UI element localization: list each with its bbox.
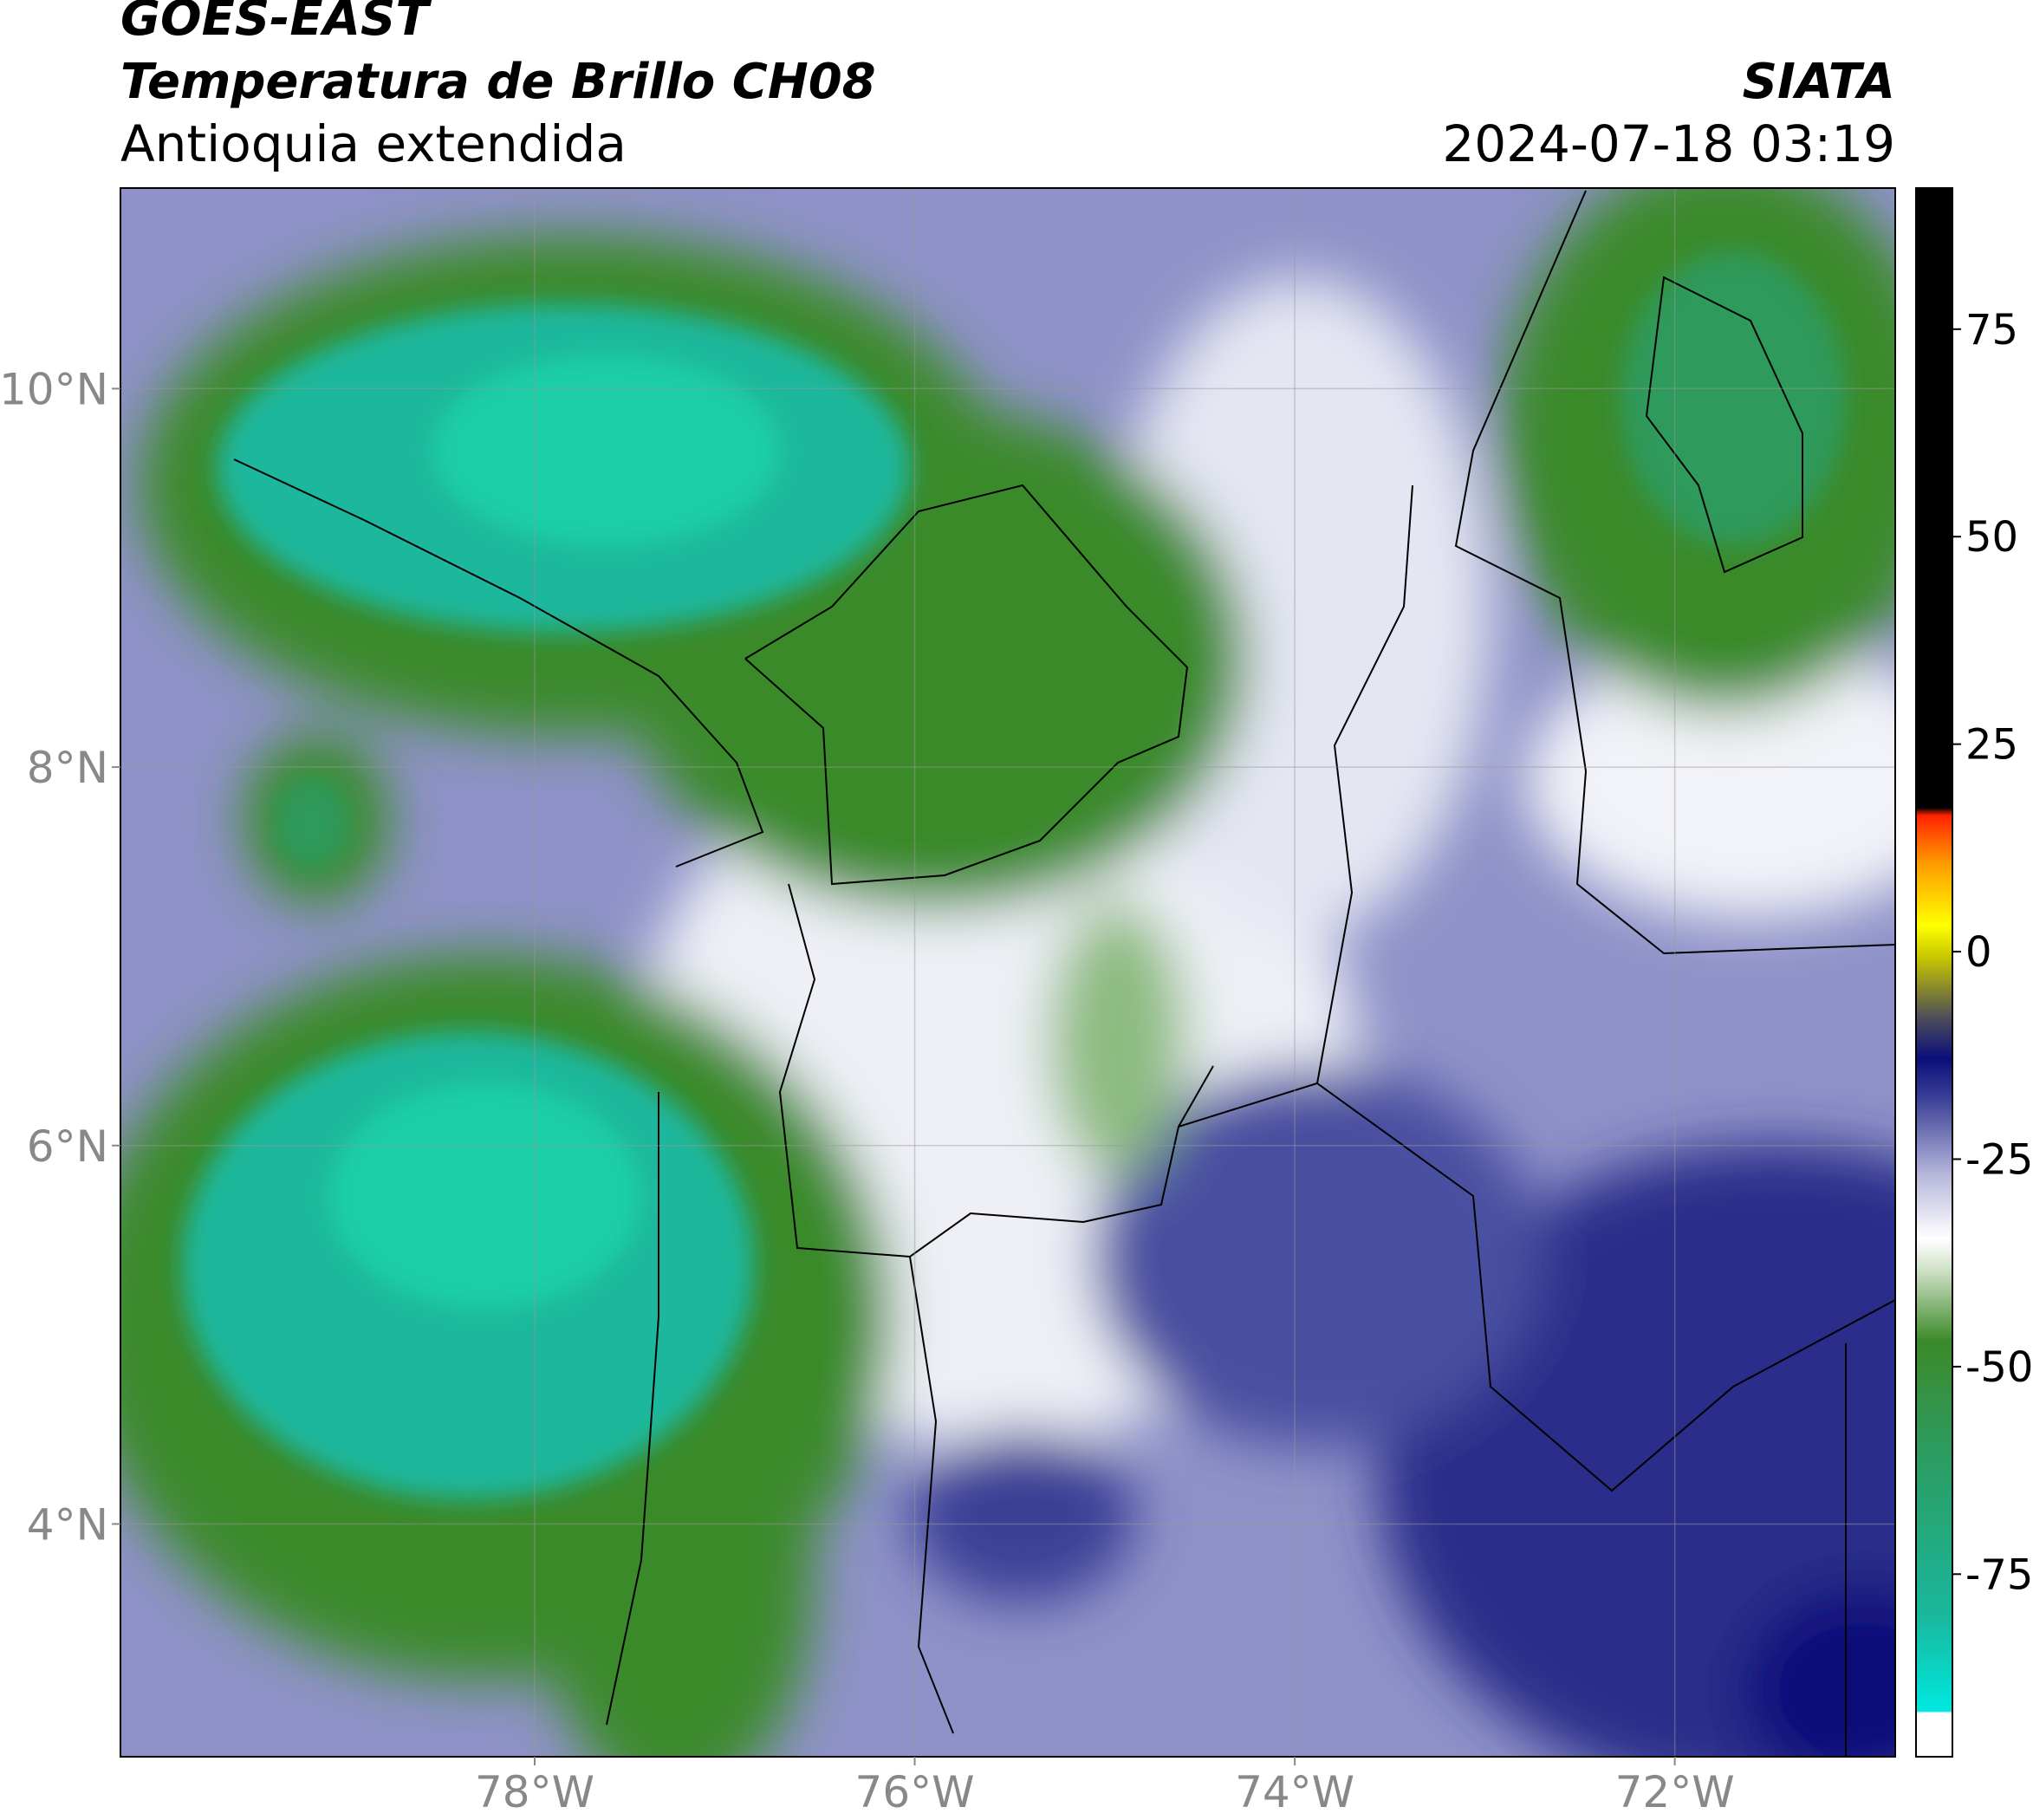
colorbar-tick-label: -50	[1965, 1343, 2033, 1392]
source: SIATA	[1743, 54, 1895, 110]
subtitle: Temperatura de Brillo CH08	[120, 54, 876, 110]
x-tick-label: 76°W	[855, 1767, 975, 1817]
y-tick-label: 6°N	[27, 1121, 108, 1172]
y-tick-label: 8°N	[27, 743, 108, 793]
map-frame	[120, 187, 1896, 1758]
colorbar-tick-label: 50	[1965, 513, 2018, 562]
borders	[233, 190, 1895, 1757]
timestamp: 2024-07-18 03:19	[1442, 114, 1895, 173]
y-tick-label: 10°N	[0, 364, 108, 414]
region: Antioquia extendida	[120, 114, 627, 173]
x-tick-label: 78°W	[475, 1767, 594, 1817]
x-tick-label: 72°W	[1615, 1767, 1735, 1817]
map-image	[120, 188, 1895, 1757]
colorbar	[1915, 187, 1953, 1758]
colorbar-tick-label: 0	[1965, 928, 1992, 977]
x-tick-label: 74°W	[1235, 1767, 1354, 1817]
colorbar-tick-label: 75	[1965, 306, 2018, 354]
colorbar-tick-label: 25	[1965, 721, 2018, 770]
colorbar-tick-label: -75	[1965, 1550, 2033, 1599]
grid	[120, 188, 1895, 1757]
colorbar-tick-label: -25	[1965, 1135, 2033, 1184]
y-tick-label: 4°N	[27, 1499, 108, 1550]
title: GOES-EAST	[120, 0, 432, 47]
